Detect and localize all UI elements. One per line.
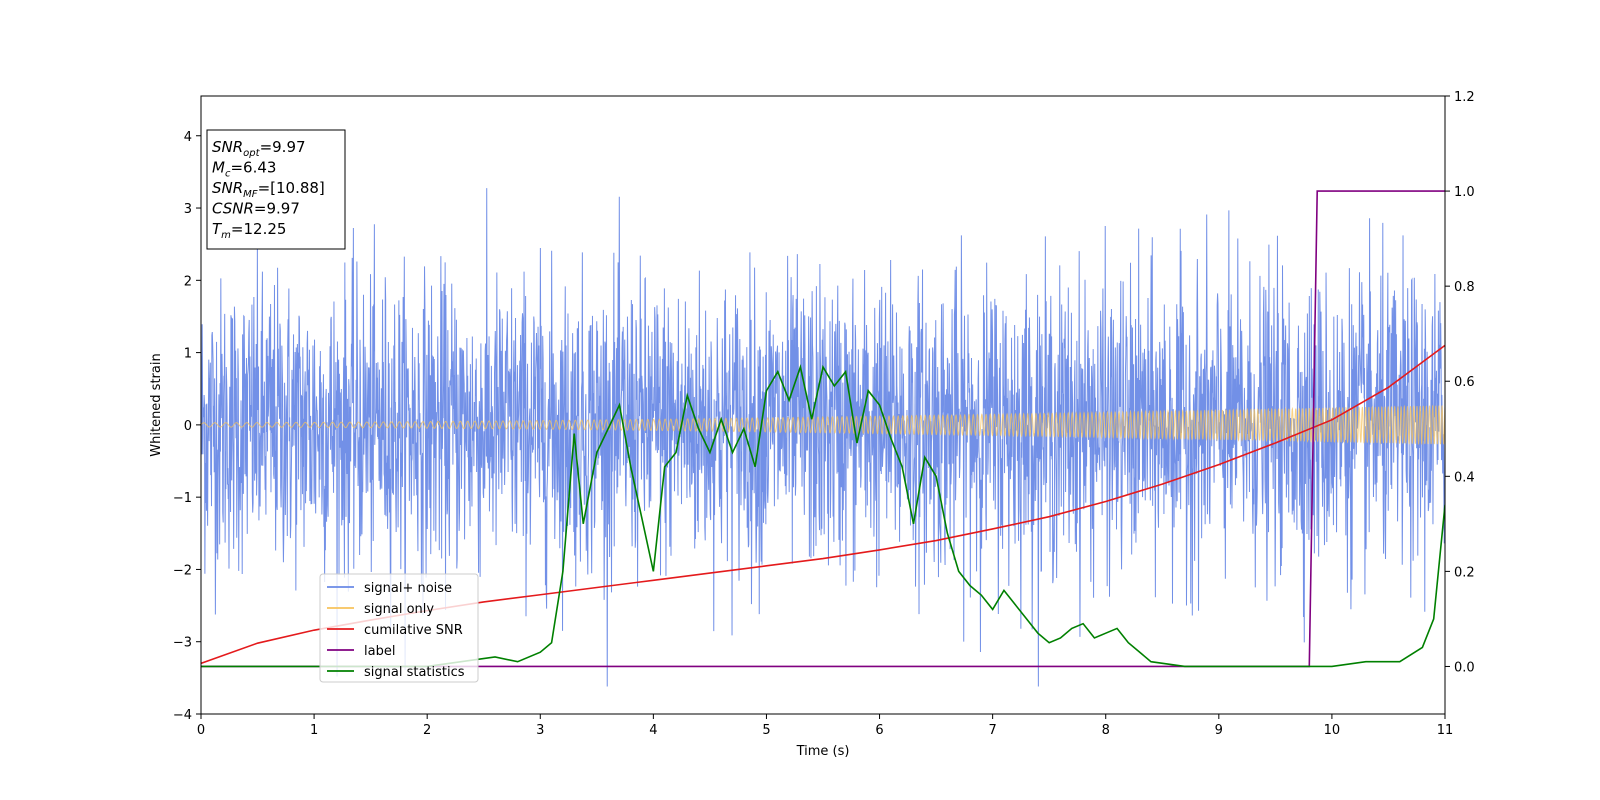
x-tick-label: 7	[988, 723, 996, 738]
series-signal-only-line	[201, 404, 1445, 446]
y-right-tick-label: 0.4	[1454, 470, 1475, 485]
y-left-tick-label: −3	[173, 636, 192, 651]
plot-frame	[200, 95, 1446, 715]
legend-label: cumilative SNR	[364, 623, 463, 638]
y-left-tick-label: −1	[173, 491, 192, 506]
legend-item: cumilative SNR	[327, 623, 463, 638]
x-tick-label: 2	[423, 723, 431, 738]
x-tick-label: 8	[1102, 723, 1110, 738]
y-right-tick-label: 1.0	[1454, 185, 1475, 200]
y-right-tick-label: 1.2	[1454, 90, 1475, 105]
y-right-tick-label: 0.6	[1454, 375, 1475, 390]
x-tick-label: 6	[875, 723, 883, 738]
annotation-frame	[206, 129, 346, 250]
x-axis: 0 1 2 3 4 5 6 7 8 9 10 11	[197, 714, 1453, 738]
legend-item: signal only	[327, 602, 434, 617]
annotation-line: Tm=12.25	[212, 220, 286, 241]
y-left-tick-label: 1	[184, 347, 192, 362]
y-axis-right: 0.0 0.2 0.4 0.6 0.8 1.0 1.2	[1445, 90, 1475, 675]
y-axis-label-left: Whitened strain	[149, 353, 164, 456]
y-left-tick-label: −4	[173, 708, 192, 723]
annotation-line: Mc=6.43	[212, 159, 276, 180]
y-left-tick-label: −2	[173, 563, 192, 578]
legend-frame	[319, 573, 479, 683]
x-axis-label: Time (s)	[796, 744, 850, 759]
legend-item: signal statistics	[327, 665, 465, 680]
annotation-line: CSNR=9.97	[212, 200, 300, 218]
y-left-tick-label: 0	[184, 419, 192, 434]
y-right-tick-label: 0.2	[1454, 565, 1475, 580]
legend-item: signal+ noise	[327, 581, 452, 596]
y-axis-left: −4 −3 −2 −1 0 1 2 3 4	[173, 130, 201, 723]
annotation-line: SNRopt=9.97	[212, 138, 306, 159]
legend-label: signal statistics	[364, 665, 465, 680]
y-left-tick-label: 3	[184, 202, 192, 217]
x-tick-label: 9	[1215, 723, 1223, 738]
x-tick-label: 1	[310, 723, 318, 738]
x-tick-label: 4	[649, 723, 657, 738]
annotation-box: SNRopt=9.97Mc=6.43SNRMF=[10.88]CSNR=9.97…	[206, 129, 346, 250]
series-signal-statistics-line	[201, 363, 1445, 668]
x-tick-label: 11	[1437, 723, 1454, 738]
x-tick-label: 5	[762, 723, 770, 738]
series-label-line	[201, 190, 1445, 668]
x-tick-label: 0	[197, 723, 205, 738]
y-left-tick-label: 2	[184, 274, 192, 289]
y-right-tick-label: 0.8	[1454, 280, 1475, 295]
x-tick-label: 10	[1324, 723, 1341, 738]
legend-label: signal only	[364, 602, 434, 617]
legend: signal+ noise signal only cumilative SNR la…	[319, 573, 479, 683]
legend-label: label	[364, 644, 395, 659]
y-left-tick-label: 4	[184, 130, 192, 145]
y-right-tick-label: 0.0	[1454, 660, 1475, 675]
annotation-line: SNRMF=[10.88]	[212, 179, 325, 200]
legend-label: signal+ noise	[364, 581, 452, 596]
legend-item: label	[327, 644, 395, 659]
series-signal-noise-line	[201, 188, 1445, 687]
x-tick-label: 3	[536, 723, 544, 738]
